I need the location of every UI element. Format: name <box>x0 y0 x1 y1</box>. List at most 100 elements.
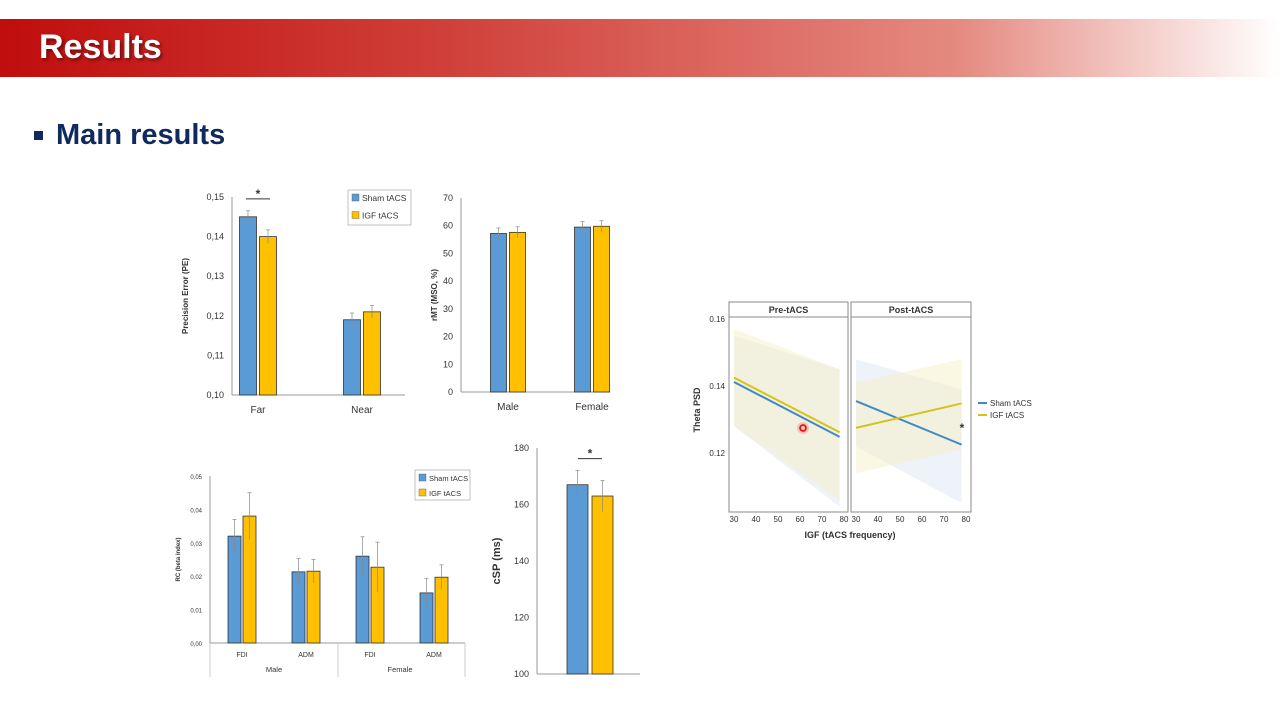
y-tick-label: 140 <box>514 556 529 566</box>
x-tick-label: 40 <box>874 515 883 524</box>
legend-swatch <box>418 473 427 482</box>
x-tick-label: Female <box>575 402 609 413</box>
bar <box>239 216 257 396</box>
y-tick-label: 70 <box>443 193 453 203</box>
panel-title: Post-tACS <box>889 305 934 315</box>
cursor-highlight <box>797 422 809 434</box>
y-tick-label: 0,03 <box>190 542 202 548</box>
x-tick-label: 60 <box>918 515 927 524</box>
y-tick-label: 0,14 <box>206 232 224 242</box>
group-label: Female <box>387 665 412 674</box>
bar-chart-rmt: 0 10 20 30 40 50 60 70 rMT (MSO, %) Male Female <box>430 193 610 413</box>
y-axis-label: Precision Error (PE) <box>181 258 190 334</box>
group-label: Male <box>266 665 282 674</box>
y-axis-label: cSP (ms) <box>491 537 503 584</box>
x-tick-label: Far <box>251 405 267 416</box>
panel-strip <box>728 301 849 318</box>
bar <box>574 226 591 393</box>
x-tick-label: 70 <box>940 515 949 524</box>
x-tick-label: 80 <box>962 515 971 524</box>
y-tick-label: 0,04 <box>190 508 202 514</box>
title-banner <box>0 19 1280 77</box>
bullet-icon <box>34 131 43 140</box>
confidence-band <box>734 329 840 500</box>
y-tick-label: 0,15 <box>206 192 224 202</box>
bar <box>509 231 526 393</box>
y-tick-label: 0,13 <box>206 271 224 281</box>
y-tick-label: 0,05 <box>190 475 202 481</box>
x-tick-label: 50 <box>774 515 783 524</box>
regression-line <box>855 400 962 446</box>
y-tick-label: 0,11 <box>207 350 224 360</box>
significance-star: * <box>256 187 261 201</box>
y-axis-label: Theta PSD <box>692 387 702 433</box>
slide-title: Results <box>39 28 162 66</box>
significance-star: * <box>960 421 965 435</box>
y-tick-label: 180 <box>514 443 529 453</box>
y-tick-label: 0,01 <box>190 609 202 615</box>
legend-label: Sham tACS <box>990 399 1032 408</box>
regression-line <box>855 402 962 429</box>
legend-label: IGF tACS <box>429 489 461 498</box>
bar-chart-pe: 0,10 0,11 0,12 0,13 0,14 0,15 Precision Error … <box>181 187 412 416</box>
bar <box>593 225 610 393</box>
x-tick-label: FDI <box>236 652 247 659</box>
y-tick-label: 0.16 <box>709 315 725 324</box>
y-axis-label: rMT (MSO, %) <box>430 269 439 321</box>
y-tick-label: 0 <box>448 387 453 397</box>
legend-label: Sham tACS <box>362 193 407 203</box>
y-tick-label: 160 <box>514 500 529 510</box>
legend-swatch <box>351 193 360 202</box>
y-tick-label: 120 <box>514 613 529 623</box>
x-tick-label: 50 <box>896 515 905 524</box>
legend-label: IGF tACS <box>990 411 1024 420</box>
legend-swatch <box>418 488 427 497</box>
bar <box>259 236 277 396</box>
x-axis-label: IGF (tACS frequency) <box>804 530 895 540</box>
x-tick-label: 30 <box>730 515 739 524</box>
y-tick-label: 0,10 <box>206 390 224 400</box>
panel-title: Pre-tACS <box>769 305 809 315</box>
y-tick-label: 0.14 <box>709 382 725 391</box>
y-tick-label: 0,00 <box>190 642 202 648</box>
y-tick-label: 30 <box>443 304 453 314</box>
y-tick-label: 0,12 <box>206 311 224 321</box>
y-tick-label: 20 <box>443 332 453 342</box>
x-tick-label: ADM <box>426 652 442 659</box>
x-tick-label: Male <box>497 402 519 413</box>
x-tick-label: Near <box>351 405 373 416</box>
regression-line <box>733 376 841 434</box>
x-tick-label: FDI <box>364 652 375 659</box>
y-tick-label: 100 <box>514 669 529 679</box>
slide-subtitle: Main results <box>56 119 226 151</box>
y-tick-label: 0,02 <box>190 575 202 581</box>
x-tick-label: 40 <box>752 515 761 524</box>
bar-chart-rc: 0,00 0,01 0,02 0,03 0,04 0,05 RC (beta index) F… <box>176 469 471 677</box>
bar <box>490 233 507 393</box>
bar <box>343 319 361 396</box>
regression-line <box>733 381 841 438</box>
y-axis-label: RC (beta index) <box>176 537 182 581</box>
x-tick-label: 80 <box>840 515 849 524</box>
y-tick-label: 10 <box>443 359 453 369</box>
x-tick-label: 60 <box>796 515 805 524</box>
y-tick-label: 50 <box>443 248 453 258</box>
bar <box>566 484 589 675</box>
legend-label: Sham tACS <box>429 474 468 483</box>
cursor-icon <box>799 424 807 432</box>
y-tick-label: 60 <box>443 221 453 231</box>
y-tick-label: 40 <box>443 276 453 286</box>
x-tick-label: 30 <box>852 515 861 524</box>
legend-swatch <box>351 211 360 219</box>
line-chart-psd: Pre-tACS 30 40 50 60 70 80 Post-tACS 30 40 50 60 70 8… <box>692 301 1032 540</box>
bar <box>591 495 614 675</box>
y-tick-label: 0.12 <box>709 449 725 458</box>
bar <box>363 311 381 396</box>
significance-star: * <box>588 447 593 461</box>
x-tick-label: 70 <box>818 515 827 524</box>
x-tick-label: ADM <box>298 652 314 659</box>
legend-label: IGF tACS <box>362 211 399 221</box>
panel-strip <box>850 301 972 318</box>
bar-chart-csp: 100 120 140 160 180 cSP (ms) * <box>491 443 640 679</box>
